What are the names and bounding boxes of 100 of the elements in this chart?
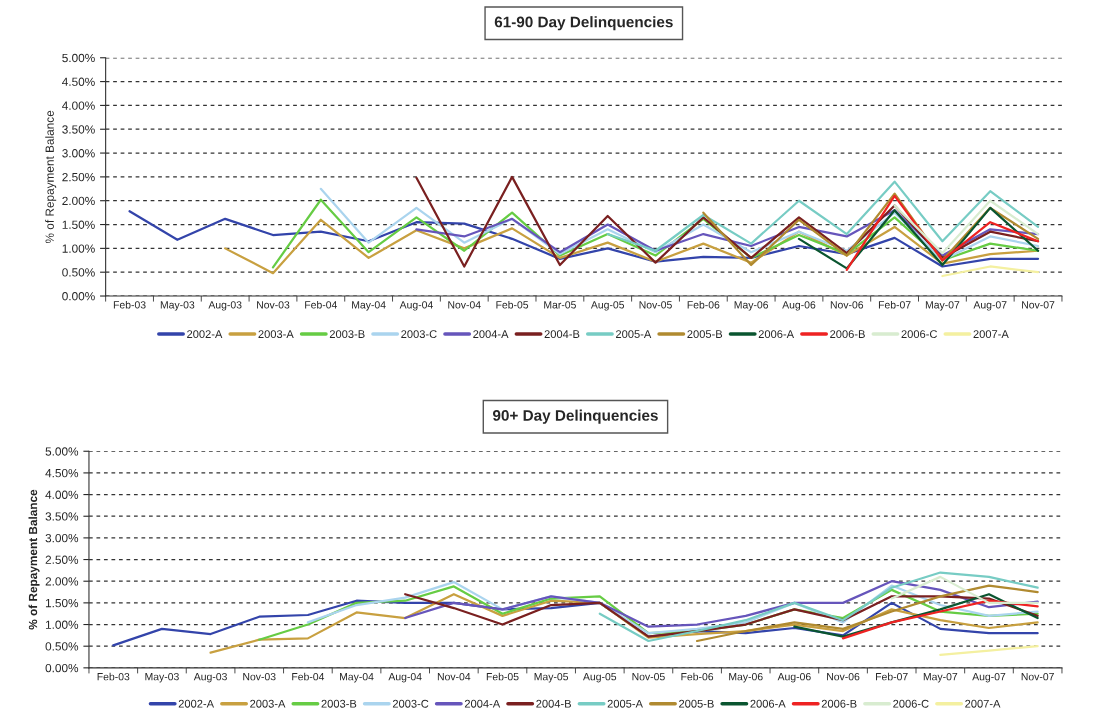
legend-label: 2006-C	[901, 330, 938, 339]
y-tick-label: 4.00%	[62, 101, 95, 110]
y-axis-title: % of Repayment Balance	[28, 489, 40, 630]
y-tick-label: 1.00%	[62, 244, 95, 253]
legend-label: 2002-A	[178, 699, 215, 708]
legend-label: 2003-C	[392, 699, 429, 708]
line-series	[793, 593, 1039, 638]
y-tick-label: 1.50%	[45, 598, 79, 608]
line-series	[271, 198, 1040, 269]
line-series	[404, 580, 1039, 628]
legend-label: 2003-A	[250, 699, 286, 708]
legend-label: 2005-A	[607, 699, 643, 708]
line-series	[702, 192, 1040, 267]
x-tick-label: Feb-07	[876, 672, 908, 681]
x-tick-label: May-06	[734, 301, 769, 311]
x-tick-label: Feb-05	[496, 300, 529, 309]
legend-label: 2002-A	[187, 330, 223, 339]
x-tick-label: Feb-03	[97, 672, 130, 681]
y-tick-label: 4.00%	[45, 490, 79, 499]
y-tick-label: 3.00%	[45, 533, 79, 543]
line-series	[606, 180, 1040, 252]
x-tick-label: Nov-03	[243, 672, 276, 681]
x-tick-label: May-03	[160, 301, 195, 311]
y-axis-title: % of Repayment Balance	[45, 110, 57, 244]
line-series	[415, 209, 1040, 257]
x-tick-label: May-07	[925, 301, 960, 311]
x-tick-label: Nov-05	[632, 672, 665, 681]
y-tick-label: 2.50%	[62, 172, 95, 182]
line-series	[841, 599, 1039, 640]
x-tick-label: Feb-03	[113, 300, 146, 309]
legend-label: 2005-A	[616, 330, 652, 339]
legend-label: 2006-A	[758, 330, 795, 339]
y-tick-label: 1.00%	[45, 620, 79, 629]
y-tick-label: 0.50%	[45, 642, 79, 651]
x-tick-label: Feb-06	[687, 300, 720, 309]
legend-label: 2006-B	[830, 330, 865, 339]
y-tick-label: 1.50%	[62, 220, 95, 229]
x-tick-label: May-03	[145, 672, 179, 683]
line-series	[128, 210, 1040, 268]
line-series	[319, 187, 1040, 262]
x-tick-label: Aug-05	[590, 301, 625, 311]
x-tick-label: Aug-05	[583, 672, 617, 683]
legend-label: 2007-A	[973, 330, 1009, 339]
y-tick-label: 2.00%	[45, 577, 79, 586]
x-tick-label: Nov-06	[827, 672, 860, 681]
y-tick-label: 0.50%	[62, 268, 95, 277]
x-tick-label: Mar-05	[544, 301, 576, 309]
legend-label: 2003-B	[329, 330, 365, 339]
y-tick-label: 3.50%	[45, 512, 79, 521]
line-series	[797, 206, 1040, 270]
x-tick-label: Aug-07	[973, 301, 1007, 311]
y-tick-label: 2.50%	[45, 555, 79, 564]
legend-label: 2006-A	[750, 699, 786, 708]
x-tick-label: Feb-05	[486, 672, 519, 681]
x-tick-label: Feb-07	[878, 300, 911, 309]
y-tick-label: 0.00%	[45, 663, 79, 673]
x-tick-label: Aug-04	[388, 672, 422, 683]
line-series	[695, 584, 1039, 643]
x-tick-label: Feb-04	[305, 300, 338, 309]
line-series	[845, 194, 1040, 271]
chart-title: 61-90 Day Delinquencies	[494, 16, 673, 31]
x-tick-label: Feb-06	[681, 672, 714, 681]
y-tick-label: 5.00%	[45, 447, 79, 456]
x-tick-label: May-04	[340, 672, 374, 683]
legend-label: 2003-B	[321, 699, 357, 708]
x-tick-label: May-06	[729, 672, 763, 683]
legend-label: 2003-C	[401, 330, 437, 339]
x-tick-label: Nov-04	[448, 301, 481, 309]
y-tick-label: 3.50%	[62, 125, 95, 134]
x-tick-label: May-04	[352, 301, 386, 311]
y-tick-label: 5.00%	[62, 53, 95, 63]
x-tick-label: Nov-07	[1021, 672, 1054, 681]
line-series	[893, 199, 1040, 255]
chart-title: 90+ Day Delinquencies	[492, 409, 658, 424]
line-series	[209, 593, 1039, 654]
y-tick-label: 0.00%	[62, 292, 95, 301]
legend-label: 2006-C	[893, 699, 929, 708]
y-tick-label: 4.50%	[45, 468, 79, 478]
legend-label: 2003-A	[258, 330, 294, 339]
legend-label: 2004-A	[464, 699, 501, 708]
x-tick-label: Aug-04	[399, 301, 433, 311]
x-tick-label: Aug-03	[193, 672, 227, 683]
x-tick-label: Nov-05	[639, 301, 672, 309]
legend-label: 2005-B	[679, 699, 714, 708]
legend-label: 2004-B	[544, 330, 580, 339]
line-series	[598, 571, 1039, 643]
x-tick-label: May-05	[534, 672, 569, 683]
x-tick-label: Feb-04	[292, 672, 325, 681]
x-tick-label: May-07	[923, 672, 958, 683]
x-tick-label: Nov-07	[1022, 301, 1055, 309]
line-series	[404, 593, 1039, 638]
legend-label: 2004-A	[473, 330, 509, 339]
legend-label: 2004-B	[536, 699, 571, 708]
y-tick-label: 4.50%	[62, 77, 95, 86]
x-tick-label: Aug-06	[777, 672, 811, 683]
legend-label: 2006-B	[821, 699, 857, 708]
x-tick-label: Aug-06	[782, 301, 816, 311]
x-tick-label: Aug-03	[208, 301, 242, 311]
y-tick-label: 3.00%	[62, 149, 95, 158]
legend-label: 2007-A	[965, 699, 1001, 708]
